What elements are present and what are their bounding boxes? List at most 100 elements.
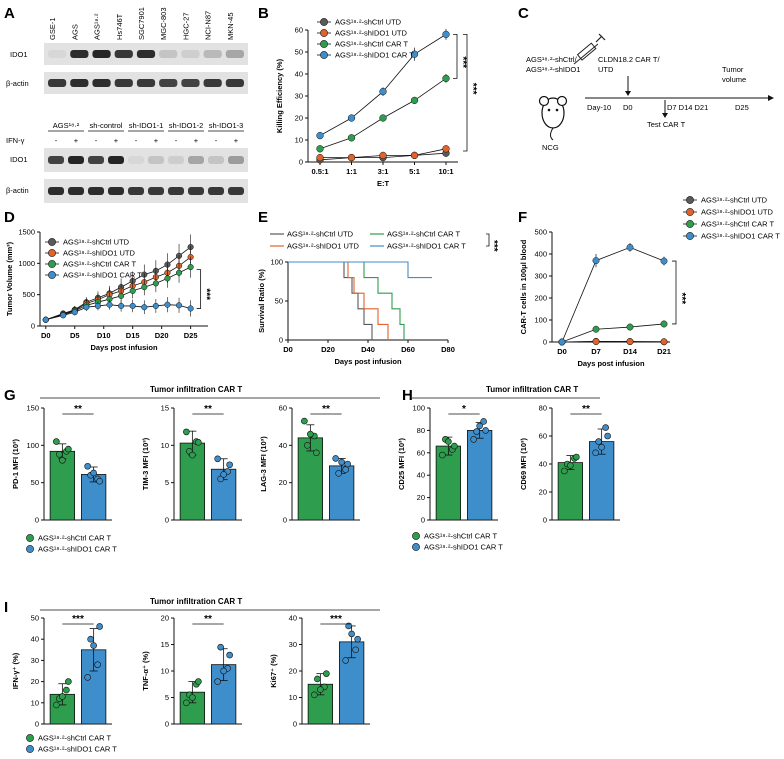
timeline-d0: D0 [623,103,633,112]
timeline-arrowhead [768,95,774,101]
legend-label: AGS¹⁸·²-shCtrl CAR T [387,230,460,239]
x-tick-label: D10 [97,331,111,340]
data-point [355,636,361,642]
data-point [118,303,124,309]
x-tick-label: D40 [361,345,375,354]
timeline-day-minus10: Day-10 [587,103,611,112]
data-point [88,636,94,642]
series-line [562,324,664,342]
data-point [380,88,387,95]
data-point [323,671,329,677]
data-point [97,623,103,629]
y-tick-label: 1500 [18,228,35,237]
sig-label: ** [204,404,212,415]
y-tick-label: 15 [161,640,169,649]
y-tick-label: 100 [270,258,283,267]
legend-marker [320,18,327,25]
legend-label: AGS¹⁸·²-shCtrl CAR T [38,734,111,743]
legend-label: AGS¹⁸·²-shIDO1 CAR T [701,232,780,241]
data-point [130,303,136,309]
blot-row-label-actin-top: β-actin [6,79,29,88]
blot-lane-label: MGC-803 [159,7,168,40]
panel-c-schematic: AGS¹⁸·²-shCtrl/ AGS¹⁸·²-shIDO1 NCG CLDN1… [526,34,774,152]
data-point [65,679,71,685]
blot-band-actin [70,79,88,87]
y-tick-label: 30 [295,92,303,101]
blot-band-actin [188,187,204,195]
legend-marker [26,534,33,541]
data-point [141,284,147,290]
sig-label: * [462,404,466,415]
data-point [411,152,418,159]
data-point [343,657,349,663]
y-tick-label: 1000 [18,259,35,268]
data-point [567,462,573,468]
x-tick-label: D0 [283,345,293,354]
data-point [43,317,49,323]
data-point [130,288,136,294]
data-point [380,152,387,159]
panel-label-f: F [518,209,527,226]
y-tick-label: 500 [534,228,547,237]
data-point [59,693,65,699]
data-point [189,695,195,701]
data-point [596,439,602,445]
blot-band-actin [92,79,110,87]
data-point [215,679,221,685]
sig-label: *** [330,614,342,625]
data-point [661,339,667,345]
data-point [349,631,355,637]
y-tick-label: 0 [165,516,169,525]
blot-band-ido1 [204,50,222,58]
x-tick-label: D0 [557,347,567,356]
data-point [603,425,609,431]
y-tick-label: 200 [534,294,547,303]
blot-band-ido1 [92,50,110,58]
data-point [317,145,324,152]
y-tick-label: 50 [275,297,283,306]
blot-group-label: sh-IDO1-1 [129,121,164,130]
blot-band-ido1 [108,156,124,164]
data-point [85,463,91,469]
y-axis-label: LAG-3 MFI (10³) [259,436,268,492]
y-tick-label: 0 [31,322,35,331]
legend-marker [686,232,693,239]
ifn-sign: - [215,136,218,145]
timeline-test-label: Test CAR T [647,120,686,129]
data-point [336,470,342,476]
y-tick-label: 100 [412,404,425,413]
legend-marker [48,260,55,267]
ifn-sign: + [234,136,239,145]
y-tick-label: 30 [31,656,39,665]
blot-lane-label: NCI-N87 [204,11,213,40]
panel-label-i: I [4,599,8,616]
y-tick-label: 60 [417,448,425,457]
data-point [53,439,59,445]
schematic-injection-line1: CLDN18.2 CAR T/ [598,55,660,64]
data-point [63,687,69,693]
y-tick-label: 0 [279,336,283,345]
y-axis-label: Killing Efficiency (%) [275,58,284,133]
x-axis-label: Days post infusion [334,357,402,366]
legend-label: AGS¹⁸·²-shIDO1 CAR T [38,545,117,554]
sig-label: *** [457,56,468,68]
x-tick-label: 1:1 [346,167,357,176]
y-tick-label: 80 [417,426,425,435]
data-point [153,281,159,287]
y-tick-label: 500 [22,290,35,299]
legend-marker [320,51,327,58]
ifn-sign: - [175,136,178,145]
data-point [345,461,351,467]
data-point [84,304,90,310]
survival-curve [288,262,372,340]
x-tick-label: D7 [591,347,601,356]
data-point [227,462,233,468]
y-tick-label: 0 [165,720,169,729]
y-tick-label: 80 [539,404,547,413]
data-point [85,674,91,680]
survival-curve [288,262,388,340]
legend-marker [412,532,419,539]
data-point [183,700,189,706]
ifn-sign: - [95,136,98,145]
